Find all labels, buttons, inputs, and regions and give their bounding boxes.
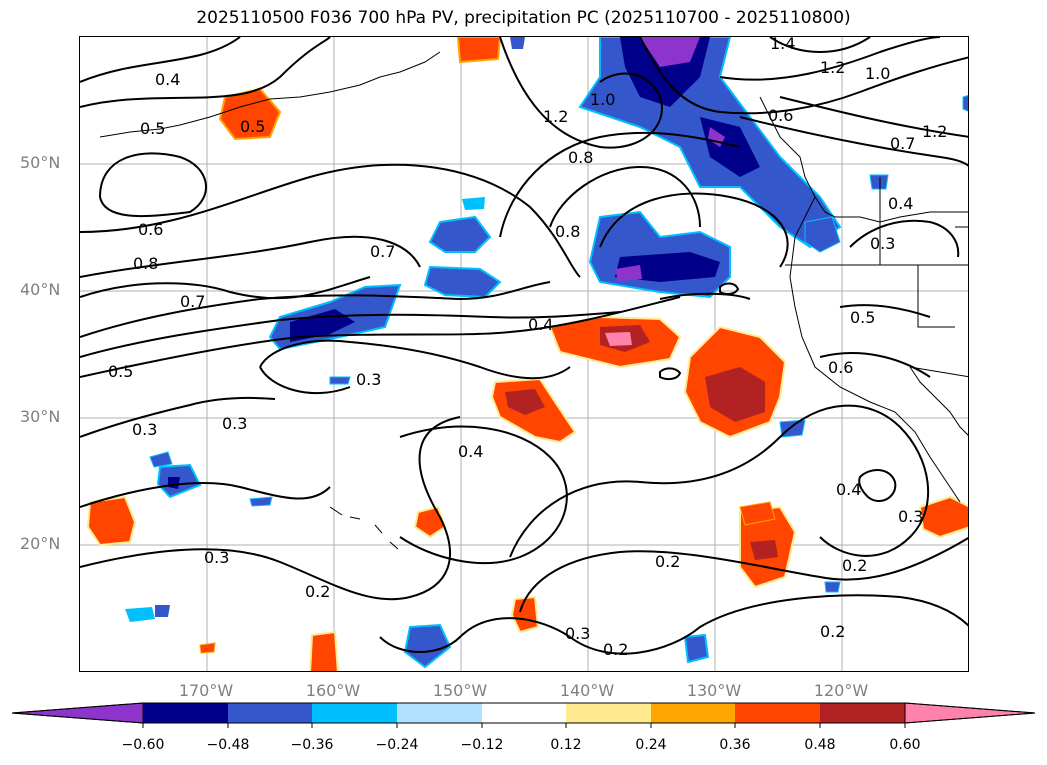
contour-label: 0.4 bbox=[528, 315, 553, 334]
lat-label: 40°N bbox=[20, 280, 61, 299]
colorbar-segment bbox=[312, 703, 397, 723]
lat-label: 30°N bbox=[20, 407, 61, 426]
contour-label: 0.3 bbox=[132, 420, 157, 439]
colorbar-ticks bbox=[142, 723, 906, 728]
contour-label: 0.4 bbox=[836, 480, 861, 499]
contour-label: 0.6 bbox=[828, 358, 853, 377]
contour-label: 1.2 bbox=[820, 58, 845, 77]
map-canvas: 0.4 0.5 0.5 0.6 0.8 0.7 0.5 0.3 0.3 0.7 … bbox=[80, 37, 968, 671]
contour-label: 0.2 bbox=[655, 552, 680, 571]
lon-label: 130°W bbox=[686, 681, 742, 700]
contour-label: 0.8 bbox=[568, 148, 593, 167]
colorbar-segment bbox=[820, 703, 905, 723]
contour-label: 0.3 bbox=[356, 370, 381, 389]
colorbar-tick-label: 0.24 bbox=[635, 737, 667, 753]
contour-label: 0.4 bbox=[155, 70, 180, 89]
colorbar-tick-label: 0.12 bbox=[550, 737, 582, 753]
contour-label: 1.2 bbox=[543, 107, 568, 126]
colorbar-segment bbox=[228, 703, 312, 723]
contour-label: 1.0 bbox=[590, 90, 615, 109]
contour-label: 0.3 bbox=[204, 548, 229, 567]
colorbar-segment bbox=[566, 703, 651, 723]
colorbar-tick-label: −0.24 bbox=[375, 737, 419, 753]
lat-label: 50°N bbox=[20, 153, 61, 172]
map-title: 2025110500 F036 700 hPa PV, precipitatio… bbox=[196, 8, 851, 28]
colorbar-tick-label: −0.48 bbox=[206, 737, 250, 753]
contour-label: 0.3 bbox=[870, 234, 895, 253]
positive-precip-shading bbox=[86, 37, 968, 671]
colorbar-segment bbox=[904, 702, 1036, 724]
colorbar-tick-label: −0.12 bbox=[460, 737, 504, 753]
contour-label: 0.3 bbox=[222, 414, 247, 433]
colorbar-tick-label: 0.36 bbox=[719, 737, 751, 753]
contour-label: 0.2 bbox=[603, 640, 628, 659]
contour-label: 0.7 bbox=[180, 292, 205, 311]
lat-label: 20°N bbox=[20, 534, 61, 553]
contour-labels: 0.4 0.5 0.5 0.6 0.8 0.7 0.5 0.3 0.3 0.7 … bbox=[108, 37, 947, 659]
contour-label: 1.2 bbox=[922, 122, 947, 141]
colorbar-tick-label: −0.60 bbox=[121, 737, 165, 753]
coastlines bbox=[99, 51, 968, 550]
contour-label: 0.4 bbox=[888, 194, 913, 213]
colorbar-segment bbox=[397, 703, 482, 723]
colorbar-tick-label: −0.36 bbox=[290, 737, 334, 753]
contour-label: 0.8 bbox=[555, 222, 580, 241]
contour-label: 0.2 bbox=[820, 622, 845, 641]
lon-label: 160°W bbox=[305, 681, 361, 700]
contour-label: 0.2 bbox=[842, 556, 867, 575]
lon-label: 140°W bbox=[559, 681, 615, 700]
contour-label: 1.0 bbox=[865, 64, 890, 83]
contour-label: 1.4 bbox=[770, 37, 795, 53]
contour-label: 0.5 bbox=[140, 119, 165, 138]
colorbar-segment bbox=[11, 702, 144, 724]
contour-label: 0.4 bbox=[458, 442, 483, 461]
map-frame: 0.4 0.5 0.5 0.6 0.8 0.7 0.5 0.3 0.3 0.7 … bbox=[79, 36, 969, 672]
contour-label: 0.7 bbox=[890, 134, 915, 153]
colorbar-tick-label: 0.60 bbox=[889, 737, 921, 753]
colorbar-segment bbox=[143, 703, 228, 723]
colorbar-tick-label: 0.48 bbox=[804, 737, 836, 753]
contour-label: 0.6 bbox=[138, 220, 163, 239]
contour-label: 0.8 bbox=[133, 254, 158, 273]
lon-label: 170°W bbox=[178, 681, 234, 700]
pv-contours bbox=[80, 37, 968, 655]
colorbar-segment bbox=[735, 703, 820, 723]
lon-label: 150°W bbox=[432, 681, 488, 700]
contour-label: 0.5 bbox=[240, 117, 265, 136]
colorbar bbox=[11, 702, 1036, 728]
colorbar-segment bbox=[482, 703, 566, 723]
contour-label: 0.5 bbox=[850, 308, 875, 327]
colorbar-segment bbox=[651, 703, 735, 723]
contour-label: 0.7 bbox=[370, 242, 395, 261]
contour-label: 0.5 bbox=[108, 362, 133, 381]
contour-label: 0.6 bbox=[768, 106, 793, 125]
lon-label: 120°W bbox=[813, 681, 869, 700]
contour-label: 0.2 bbox=[305, 582, 330, 601]
contour-label: 0.3 bbox=[565, 624, 590, 643]
contour-label: 0.3 bbox=[898, 507, 923, 526]
